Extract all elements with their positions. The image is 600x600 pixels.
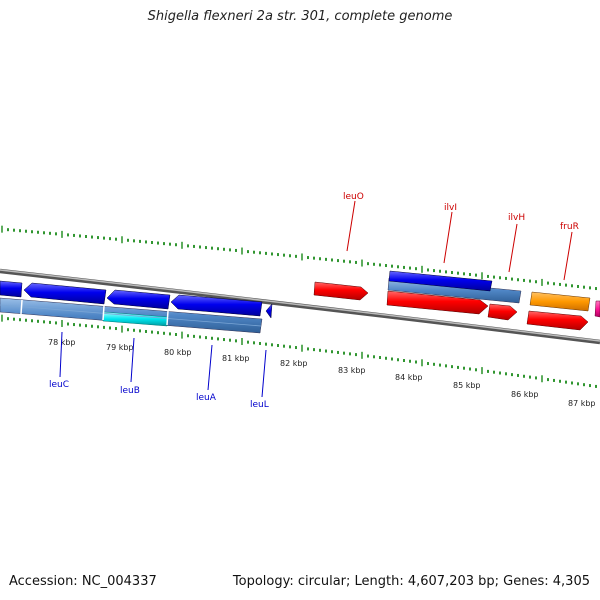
- kbp-label: 79 kbp: [106, 343, 134, 352]
- cds-divider: [20, 299, 23, 315]
- kbp-label: 85 kbp: [453, 381, 481, 390]
- kbp-label: 83 kbp: [338, 366, 366, 375]
- kbp-label: 84 kbp: [395, 373, 423, 382]
- genome-backbone-highlight: [0, 269, 600, 342]
- leader-line: [508, 223, 518, 273]
- leader-line: [563, 231, 573, 281]
- genome-summary: Topology: circular; Length: 4,607,203 bp…: [232, 574, 590, 589]
- gene-label-ilvI[interactable]: ilvI: [444, 203, 457, 213]
- kbp-label: 87 kbp: [568, 399, 596, 408]
- gene-label-leuB[interactable]: leuB: [120, 386, 140, 396]
- map-title: Shigella flexneri 2a str. 301, complete …: [147, 9, 453, 24]
- gene-arrow-leuB: [106, 289, 171, 310]
- gene-arrow-fruR: [529, 291, 591, 312]
- gene-arrow-leuO: [313, 281, 369, 301]
- leader-line: [130, 337, 135, 383]
- leader-line: [261, 349, 267, 398]
- kbp-label: 81 kbp: [222, 354, 250, 363]
- ilv-region-genes: [313, 270, 600, 331]
- gene-arrow-leuD: [0, 280, 23, 298]
- gene-label-leuL[interactable]: leuL: [250, 400, 269, 410]
- kbp-label: 80 kbp: [164, 348, 192, 357]
- upper-gene-labels: leuO ilvI ilvH fruR: [343, 192, 579, 281]
- gene-arrow-ilvH: [487, 303, 518, 321]
- kbp-scale: 78 kbp 79 kbp 80 kbp 81 kbp 82 kbp 83 kb…: [48, 338, 596, 408]
- cds-divider: [102, 305, 105, 321]
- gene-label-leuC[interactable]: leuC: [49, 380, 69, 390]
- gene-label-fruR[interactable]: fruR: [560, 222, 579, 232]
- cds-track-line: [0, 304, 262, 327]
- upper-tick-track: [1, 225, 597, 291]
- lower-gene-labels: leuC leuB leuA leuL: [49, 331, 269, 410]
- leader-line: [346, 200, 356, 252]
- leader-line: [59, 331, 63, 378]
- leader-line: [443, 211, 453, 264]
- gene-label-leuO[interactable]: leuO: [343, 192, 364, 202]
- gene-arrow-ilvI-reverse: [388, 270, 493, 292]
- kbp-label: 86 kbp: [511, 390, 539, 399]
- gene-label-ilvH[interactable]: ilvH: [508, 213, 525, 223]
- gene-arrow-ilvI: [386, 290, 489, 315]
- genome-backbone: [0, 268, 600, 345]
- lower-tick-track: [1, 314, 597, 388]
- leader-line: [207, 344, 213, 391]
- cds-divider: [166, 310, 169, 326]
- gene-arrow-leuL: [265, 303, 273, 319]
- leu-operon-genes: [0, 280, 273, 334]
- gene-label-leuA[interactable]: leuA: [196, 393, 217, 403]
- gene-arrow-magenta: [594, 300, 600, 318]
- kbp-label: 82 kbp: [280, 359, 308, 368]
- gene-arrow-red-right: [526, 310, 589, 331]
- gene-arrow-leuA: [170, 294, 263, 317]
- gene-arrow-leuC: [23, 282, 107, 305]
- accession-label: Accession: NC_004337: [9, 574, 157, 589]
